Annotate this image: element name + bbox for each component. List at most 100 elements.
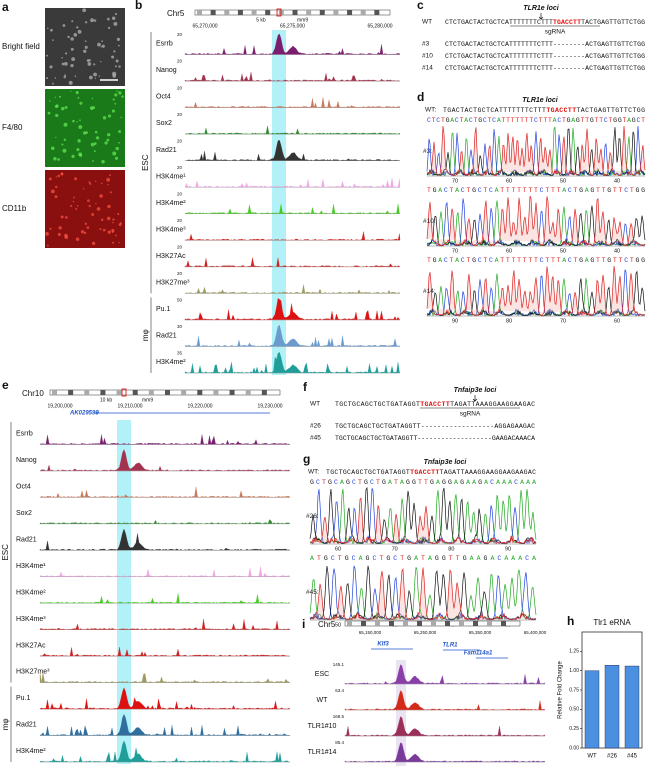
ideogram-band (261, 390, 267, 395)
guide-label: sgRNA (545, 29, 566, 36)
image-label: Bright field (2, 42, 40, 51)
sequence-part: CTCTGACTACTGCTCATTTTTTTCTTT--------ACTGA… (445, 41, 645, 48)
signal-track (184, 257, 401, 267)
cell (114, 102, 117, 105)
track-label: WT (317, 697, 329, 704)
cell (78, 125, 83, 129)
ideogram-band (237, 10, 243, 15)
track-scale: 20 (177, 85, 183, 90)
scale-bar: 5 kb (256, 17, 266, 23)
cell (70, 204, 73, 208)
track-scale: 85.4 (335, 740, 344, 745)
cell (63, 75, 66, 79)
x-tick-label: #26 (607, 754, 618, 760)
signal-track (184, 97, 401, 108)
cell (54, 105, 58, 108)
cell (112, 241, 115, 244)
cell (57, 174, 61, 178)
cell (54, 195, 58, 199)
cell (73, 33, 78, 37)
trace-axis-label: 70 (560, 318, 566, 324)
bar (584, 670, 600, 749)
panel-label: f (303, 380, 308, 394)
signal-track (39, 713, 291, 736)
trace-axis-label: 40 (614, 178, 620, 184)
row-label: WT: (308, 469, 319, 476)
cell (45, 232, 49, 236)
cell (61, 62, 65, 66)
signal-track (184, 231, 401, 241)
cell (99, 228, 102, 231)
cell (74, 75, 77, 77)
cell (111, 55, 115, 59)
row-label: WT (422, 19, 432, 26)
cell (70, 90, 72, 92)
track-label: H3K4me² (16, 589, 46, 596)
cell (107, 133, 111, 137)
signal-track (39, 647, 291, 657)
ideogram-band (487, 621, 492, 626)
cell (87, 62, 92, 66)
cell (79, 154, 83, 157)
y-tick-label: 0.75 (569, 687, 579, 693)
ideogram-band (229, 390, 235, 395)
ideogram-band (181, 390, 187, 395)
cell (64, 235, 69, 240)
cell (84, 40, 87, 43)
cell (75, 208, 78, 210)
cell (95, 136, 100, 140)
track-scale: 20 (177, 32, 183, 37)
trace (426, 195, 646, 247)
cell (109, 174, 111, 177)
cell (112, 221, 114, 224)
cell (117, 213, 120, 216)
cell (113, 21, 118, 26)
cell (112, 98, 115, 101)
cell (68, 80, 73, 85)
sequence: CTCTGACTACTGCTCATTTTTTTCTTT--------ACTGA… (445, 53, 645, 60)
ideogram-band (68, 390, 74, 395)
cell (55, 185, 58, 189)
ideogram-band (417, 621, 422, 626)
ideogram-band (132, 390, 138, 395)
track-scale: 20 (177, 165, 183, 170)
cell (72, 200, 75, 203)
trace-axis-label: 70 (452, 178, 458, 184)
coordinate: 65,275,000 (280, 23, 305, 29)
ideogram-band (165, 390, 170, 395)
cell (88, 59, 91, 62)
track-scale: 20 (177, 218, 183, 223)
signal-track (184, 125, 401, 135)
locus-title: Tnfaip3e loci (424, 459, 468, 466)
y-tick-label: 0.25 (569, 726, 579, 732)
cell (106, 138, 110, 142)
track-label: Esrrb (16, 431, 33, 438)
coordinate: 19,220,000 (187, 403, 212, 409)
cell (106, 216, 111, 221)
coordinate: 65,150,000 (359, 630, 382, 635)
track-label: Rad21 (156, 147, 177, 154)
cell (84, 222, 87, 225)
signal-track (184, 284, 401, 294)
track-label: H3K4me² (156, 359, 186, 366)
track-label: Oct4 (16, 483, 31, 490)
ideogram-band (319, 10, 325, 15)
cell (70, 47, 74, 51)
cell (101, 44, 105, 48)
track-scale: 30 (177, 324, 183, 329)
trace-axis-label: 70 (392, 546, 398, 552)
cell (91, 97, 94, 100)
sequence-part: TGACTACTGCTCATTTTTTTCTTT (443, 107, 546, 114)
signal-track (344, 664, 546, 685)
track-label: Rad21 (156, 333, 177, 340)
cell (50, 189, 55, 194)
signal-track (184, 203, 401, 215)
ideogram-band (360, 10, 366, 15)
cell (111, 228, 115, 233)
y-tick-label: 1.25 (569, 649, 579, 655)
cell (48, 177, 52, 181)
cell (82, 8, 87, 13)
sequence-part: TGCTGCAGCTGCTGATAGGTT------------------A… (335, 423, 535, 430)
highlight-band (396, 660, 406, 766)
cell (63, 122, 68, 127)
